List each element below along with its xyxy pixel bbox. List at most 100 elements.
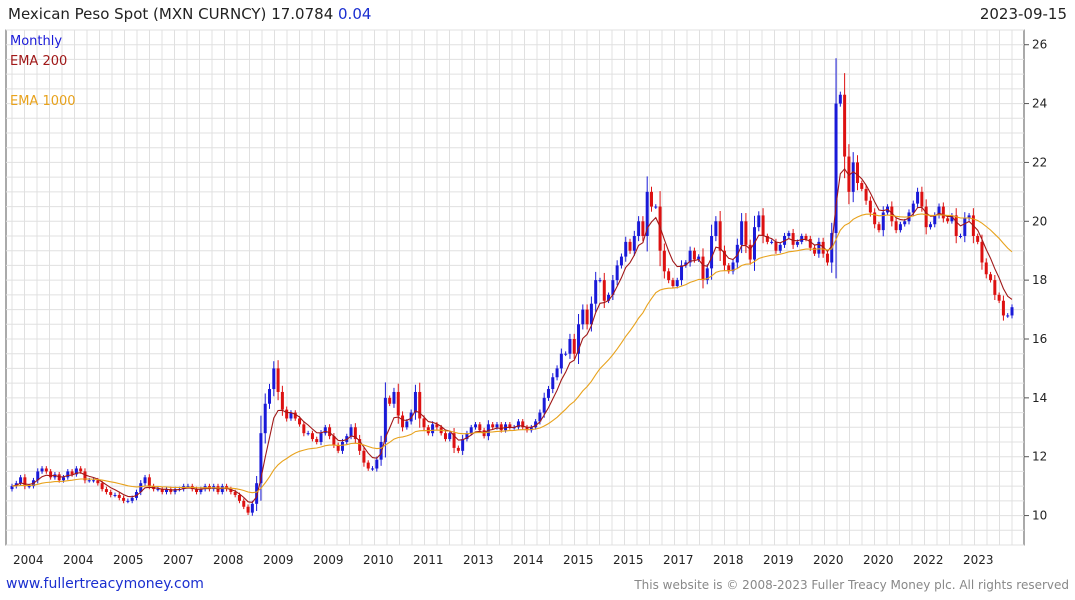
candle-body bbox=[302, 424, 306, 434]
candle-body bbox=[851, 162, 855, 192]
candle-body bbox=[366, 462, 370, 469]
candle-body bbox=[568, 339, 572, 354]
candle-body bbox=[276, 368, 280, 392]
candle-body bbox=[632, 236, 636, 251]
candle-body bbox=[169, 489, 173, 493]
candle-body bbox=[529, 427, 533, 431]
candle-body bbox=[104, 489, 108, 493]
candle-body bbox=[443, 433, 447, 440]
candle-body bbox=[731, 262, 735, 272]
candle-body bbox=[581, 309, 585, 325]
candle-body bbox=[250, 503, 254, 513]
candle-body bbox=[310, 433, 314, 440]
x-tick-label: 2007 bbox=[163, 553, 194, 567]
candle-body bbox=[817, 241, 821, 254]
candle-body bbox=[319, 433, 323, 442]
candle-body bbox=[195, 489, 199, 493]
candle-body bbox=[83, 471, 87, 481]
candle-body bbox=[293, 412, 297, 419]
x-tick-label: 2019 bbox=[763, 553, 794, 567]
candle-body bbox=[744, 221, 748, 245]
website-link[interactable]: www.fullertreacymoney.com bbox=[6, 576, 204, 592]
candle-body bbox=[920, 191, 924, 207]
candle-body bbox=[474, 424, 478, 428]
candle-body bbox=[958, 236, 962, 237]
candle-body bbox=[62, 477, 66, 481]
candle-body bbox=[941, 206, 945, 219]
candle-body bbox=[534, 421, 538, 428]
candle-body bbox=[692, 250, 696, 260]
chart-date: 2023-09-15 bbox=[979, 5, 1067, 23]
candle-body bbox=[821, 241, 825, 254]
last-price: 17.0784 bbox=[271, 5, 334, 23]
candle-body bbox=[418, 391, 422, 419]
candle-body bbox=[521, 421, 525, 428]
legend-ema-200: EMA 200 bbox=[10, 54, 67, 69]
candle-body bbox=[122, 497, 126, 501]
candle-body bbox=[538, 412, 542, 422]
candle-body bbox=[358, 439, 362, 451]
candle-body bbox=[491, 424, 495, 428]
candle-body bbox=[654, 206, 658, 208]
candle-body bbox=[1001, 300, 1005, 316]
candle-body bbox=[615, 265, 619, 281]
candle-body bbox=[315, 439, 319, 442]
candle-body bbox=[697, 256, 701, 260]
candle-body bbox=[624, 241, 628, 257]
candle-body bbox=[577, 324, 581, 354]
candle-body bbox=[963, 218, 967, 236]
candle-body bbox=[688, 250, 692, 263]
candle-body bbox=[113, 494, 117, 496]
candle-body bbox=[220, 486, 224, 493]
candle-body bbox=[843, 94, 847, 157]
candle-body bbox=[928, 224, 932, 228]
candle-body bbox=[628, 241, 632, 251]
candle-body bbox=[877, 224, 881, 231]
candle-body bbox=[27, 486, 31, 488]
candle-body bbox=[898, 224, 902, 231]
candle-body bbox=[19, 477, 23, 484]
candle-body bbox=[40, 468, 44, 472]
candle-body bbox=[100, 483, 104, 490]
candle-body bbox=[984, 262, 988, 275]
candle-body bbox=[559, 353, 563, 369]
candle-body bbox=[748, 244, 752, 260]
x-tick-label: 2004 bbox=[13, 553, 44, 567]
candle-body bbox=[401, 415, 405, 428]
candle-body bbox=[834, 103, 838, 234]
y-tick-label: 22 bbox=[1032, 155, 1047, 169]
candle-body bbox=[10, 486, 14, 490]
candle-body bbox=[924, 206, 928, 228]
candle-body bbox=[602, 280, 606, 301]
y-tick-label: 18 bbox=[1032, 273, 1047, 287]
x-tick-label: 2009 bbox=[263, 553, 294, 567]
candle-body bbox=[611, 280, 615, 295]
candle-body bbox=[36, 471, 40, 481]
candle-body bbox=[791, 233, 795, 245]
candle-body bbox=[714, 221, 718, 236]
candle-body bbox=[96, 480, 100, 484]
candle-body bbox=[328, 427, 332, 437]
candle-body bbox=[542, 397, 546, 413]
candle-body bbox=[130, 497, 134, 501]
candle-body bbox=[173, 489, 177, 493]
candle-body bbox=[246, 506, 250, 513]
candle-body bbox=[298, 418, 302, 425]
legend-monthly: Monthly bbox=[10, 34, 62, 49]
candle-body bbox=[199, 489, 203, 493]
candle-body bbox=[237, 494, 241, 501]
candle-body bbox=[516, 421, 520, 428]
x-tick-label: 2008 bbox=[213, 553, 244, 567]
candle-body bbox=[641, 221, 645, 236]
x-tick-label: 2020 bbox=[863, 553, 894, 567]
candle-body bbox=[808, 238, 812, 248]
candle-body bbox=[757, 215, 761, 228]
y-tick-label: 14 bbox=[1032, 391, 1047, 405]
candle-body bbox=[598, 280, 602, 282]
y-tick-label: 12 bbox=[1032, 450, 1047, 464]
candle-body bbox=[165, 489, 169, 493]
candle-body bbox=[375, 459, 379, 469]
candle-body bbox=[229, 489, 233, 493]
candle-body bbox=[109, 492, 113, 495]
